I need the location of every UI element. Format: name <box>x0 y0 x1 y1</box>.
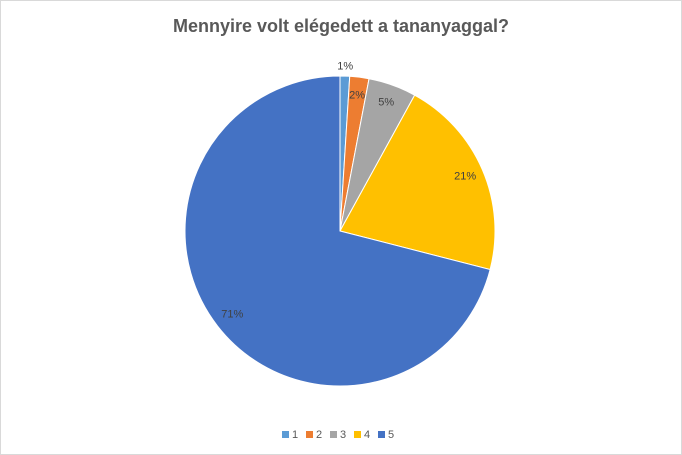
data-label: 71% <box>221 309 243 321</box>
legend-label: 5 <box>388 429 394 441</box>
data-label: 2% <box>349 90 365 102</box>
legend-label: 2 <box>316 429 322 441</box>
legend-swatch <box>378 431 385 438</box>
legend-swatch <box>354 431 361 438</box>
data-label: 21% <box>454 171 476 183</box>
chart-title: Mennyire volt elégedett a tananyaggal? <box>173 16 509 36</box>
data-label: 5% <box>378 97 394 109</box>
data-label: 1% <box>337 61 353 73</box>
legend-label: 1 <box>292 429 298 441</box>
legend-swatch <box>306 431 313 438</box>
pie-slice <box>339 94 496 271</box>
legend-swatch <box>330 431 337 438</box>
legend-label: 3 <box>340 429 346 441</box>
legend-swatch <box>282 431 289 438</box>
pie-slice <box>184 75 491 387</box>
legend-label: 4 <box>364 429 370 441</box>
